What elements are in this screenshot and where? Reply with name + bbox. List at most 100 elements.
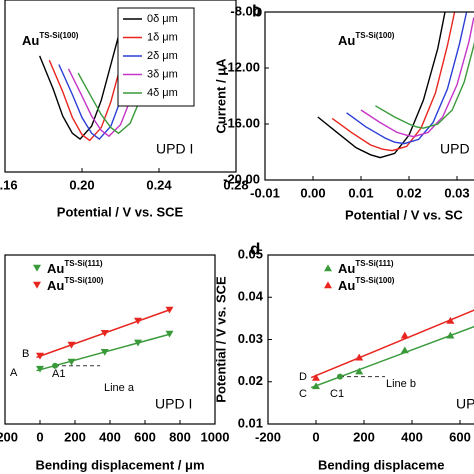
annotation: UP <box>456 396 474 412</box>
curve <box>317 12 446 159</box>
y-tick-label: -16.00 <box>223 115 260 130</box>
panel <box>317 12 474 159</box>
annotation: D <box>299 371 307 383</box>
y-tick-label: 0.01 <box>238 415 263 430</box>
y-tick-label: -20.00 <box>223 171 260 186</box>
x-tick-label: 0.28 <box>223 177 248 192</box>
panel <box>36 306 174 373</box>
fit-line <box>310 309 474 379</box>
x-tick-label: 0 <box>312 429 319 444</box>
text-main: Au <box>338 33 355 48</box>
point <box>355 353 364 361</box>
text-sup: TS-Si(111) <box>64 259 103 268</box>
point <box>67 358 76 366</box>
point <box>134 317 142 325</box>
text-main: Au <box>338 261 355 276</box>
x-tick-label: 0.01 <box>348 185 373 200</box>
point <box>165 330 174 338</box>
point <box>100 329 109 337</box>
text-main: Au <box>47 278 64 293</box>
x-tick-label: 800 <box>169 429 191 444</box>
panel-label: d <box>250 239 260 258</box>
x-tick-label: 200 <box>353 429 375 444</box>
legend-label: AuTS-Si(111) <box>338 259 394 276</box>
x-tick-label: -200 <box>0 429 18 444</box>
x-axis-label: Potential / V vs. SC <box>345 207 463 222</box>
x-tick-label: 0.00 <box>300 185 325 200</box>
x-tick-label: 0.16 <box>0 177 18 192</box>
point <box>165 306 174 314</box>
intersection-point <box>52 362 59 369</box>
x-tick-label: 0.20 <box>69 177 94 192</box>
x-axis-label: Potential / V vs. SCE <box>57 204 184 219</box>
y-tick-label: 0.02 <box>238 373 263 388</box>
x-tick-label: 600 <box>449 429 471 444</box>
curve <box>331 12 456 152</box>
x-tick-label: 0 <box>36 429 43 444</box>
y-tick-label: 0.03 <box>238 331 263 346</box>
point <box>400 346 409 354</box>
annotation: UPD I <box>156 141 193 157</box>
annotation: AuTS-Si(100) <box>22 31 79 48</box>
x-tick-label: 200 <box>64 429 86 444</box>
point <box>67 341 76 349</box>
annotation: UPD I <box>155 396 192 412</box>
x-tick-label: 0.02 <box>396 185 421 200</box>
text-sup: TS-Si(111) <box>355 259 394 268</box>
text-main: Au <box>338 278 355 293</box>
legend-label: 1δ μm <box>147 31 178 43</box>
legend-label: 2δ μm <box>147 50 178 62</box>
legend-label: 3δ μm <box>147 68 178 80</box>
x-tick-label: -0.01 <box>250 185 280 200</box>
annotation: Line b <box>386 378 416 390</box>
point <box>312 373 320 381</box>
x-tick-label: 0.24 <box>146 177 172 192</box>
y-axis-label: Current / μA <box>213 58 228 134</box>
annotation: C <box>299 388 307 400</box>
y-axis-label: Potential / V vs. SCE <box>213 276 228 403</box>
panel-label: b <box>252 1 262 20</box>
annotation: A1 <box>52 368 65 380</box>
curve <box>39 8 131 140</box>
legend-label: 4δ μm <box>147 87 178 99</box>
point <box>312 382 320 390</box>
legend-marker <box>324 281 332 289</box>
annotation: A <box>10 367 18 379</box>
curve <box>375 41 474 129</box>
legend-label: AuTS-Si(100) <box>47 276 104 293</box>
legend-marker <box>33 264 41 272</box>
point <box>446 331 455 339</box>
legend-marker <box>33 281 41 289</box>
curve <box>360 17 474 138</box>
text-sup: TS-Si(100) <box>355 31 394 40</box>
plot-frame <box>4 0 237 173</box>
y-tick-label: -8.00 <box>230 3 260 18</box>
panel <box>310 309 474 390</box>
legend-label: AuTS-Si(100) <box>338 276 395 293</box>
legend-box <box>117 7 195 107</box>
annotation: B <box>22 348 29 360</box>
legend-marker <box>324 264 332 272</box>
x-tick-label: 0.03 <box>444 185 469 200</box>
y-tick-label: 0.04 <box>238 289 264 304</box>
y-tick-label: 0.05 <box>238 246 263 261</box>
curve <box>346 12 468 145</box>
point <box>355 367 364 375</box>
x-tick-label: 400 <box>99 429 121 444</box>
x-tick-label: -200 <box>255 429 281 444</box>
text-main: Au <box>22 33 39 48</box>
annotation: Line a <box>104 382 135 394</box>
point <box>134 339 142 347</box>
intersection-point <box>337 373 343 380</box>
point <box>36 365 44 373</box>
x-tick-label: 600 <box>134 429 156 444</box>
annotation: UPD <box>440 141 470 157</box>
x-tick-label: 400 <box>401 429 423 444</box>
point <box>446 316 455 324</box>
point <box>400 331 409 339</box>
y-tick-label: -12.00 <box>223 59 260 74</box>
x-tick-label: 1000 <box>201 429 230 444</box>
annotation: AuTS-Si(100) <box>338 31 395 48</box>
text-main: Au <box>47 261 64 276</box>
